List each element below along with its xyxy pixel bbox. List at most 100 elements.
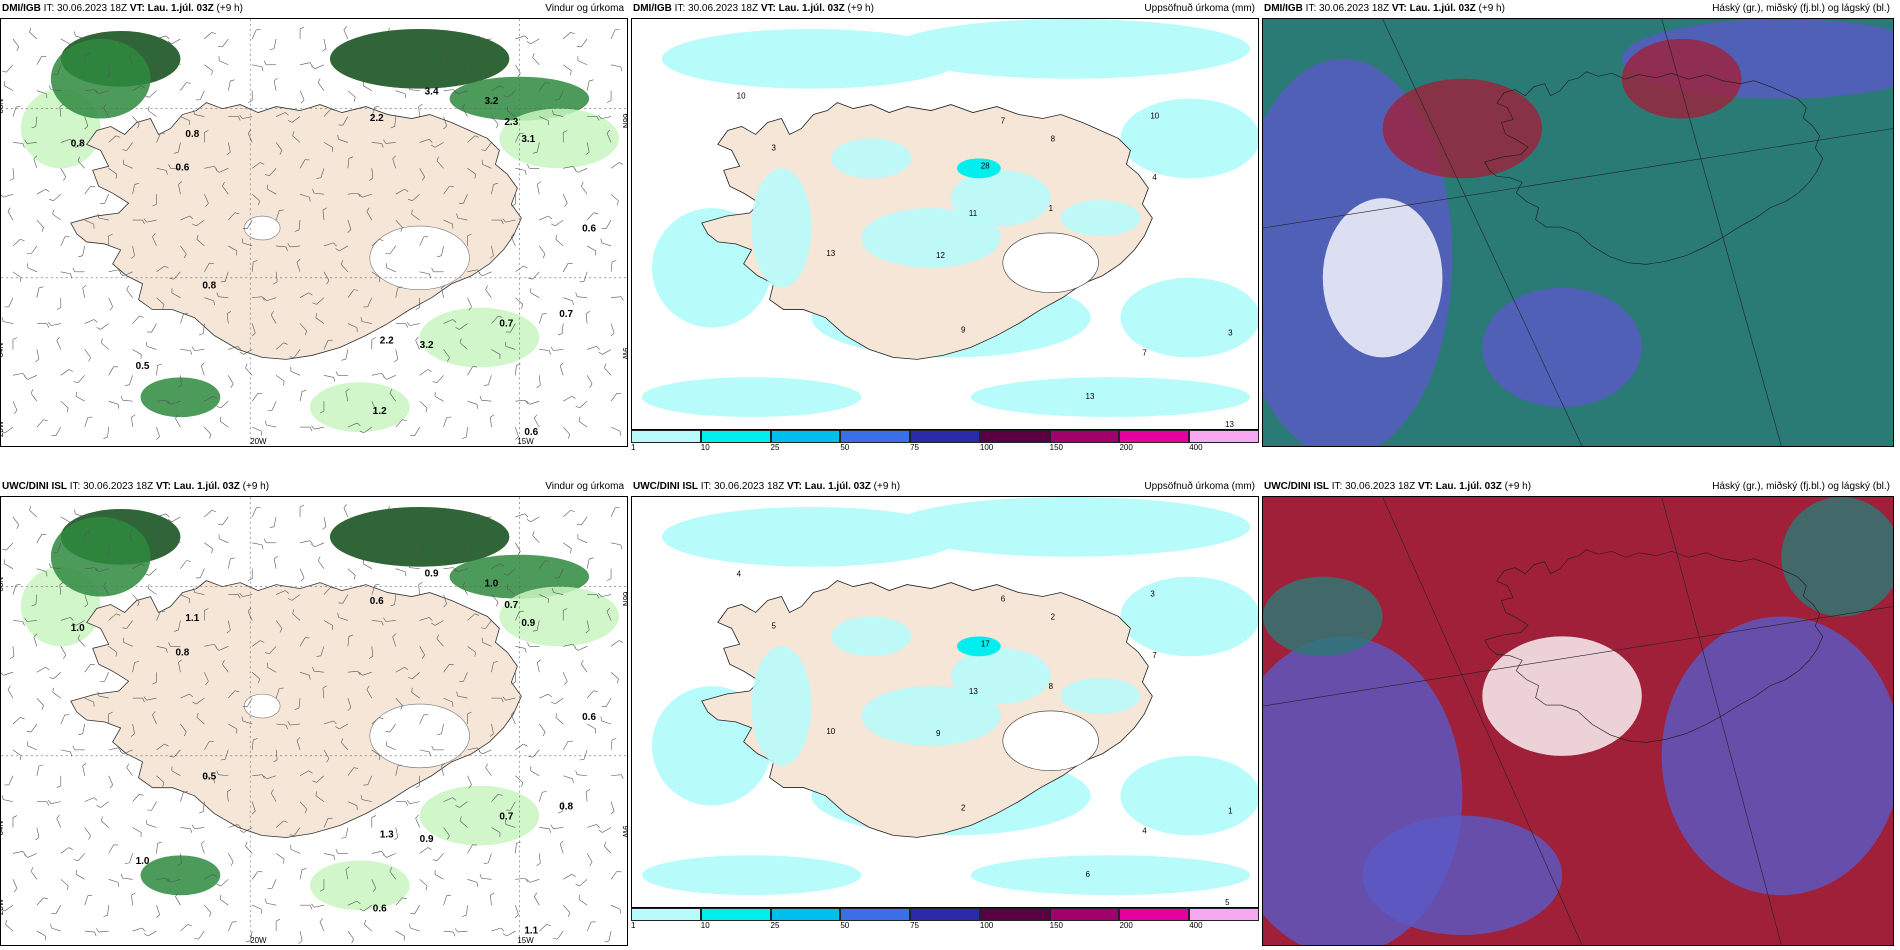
wind-barb: [1, 193, 14, 198]
wind-barb: [587, 346, 600, 350]
wind-barb: [156, 841, 162, 854]
wind-barb: [74, 509, 85, 518]
grid-line: [1661, 497, 1782, 945]
wind-barb: [100, 672, 109, 682]
wind-barb: [12, 717, 25, 725]
wind-barb: [275, 375, 285, 386]
precip-value-label: 0.6: [582, 224, 596, 235]
precip-area: [419, 307, 540, 368]
wind-barb: [467, 844, 477, 854]
wind-barb: [299, 801, 307, 814]
map-area[interactable]: 0.9 1.0 0.6 0.7 0.9 1.0 1.1 0.8 0.6 0.5 0.8 1.0 0.9 1…: [0, 496, 628, 946]
wind-barb: [193, 588, 205, 595]
precip-value-label: 10: [737, 92, 746, 101]
wind-barb: [581, 660, 588, 673]
wind-barb: [72, 745, 85, 751]
wind-barb: [252, 542, 264, 550]
wind-barb: [299, 193, 311, 202]
wind-barb: [218, 534, 229, 544]
grid-line: [1263, 606, 1893, 707]
wind-barb: [382, 853, 396, 858]
wind-barb: [386, 263, 396, 273]
wind-barb: [437, 245, 444, 258]
wind-barb: [31, 594, 38, 607]
wind-barb: [56, 775, 62, 788]
wind-barb: [419, 879, 428, 891]
wind-barb: [26, 723, 38, 733]
wind-barb: [406, 800, 420, 805]
wind-barb: [323, 339, 333, 350]
wind-barb: [180, 924, 193, 932]
wind-barb: [359, 426, 372, 434]
wind-barb: [527, 642, 540, 647]
map-area[interactable]: 10 3 7 8 10 28 11 1 4 13 12 9 7 3 13 13: [631, 18, 1259, 430]
wind-barb: [296, 259, 301, 272]
precip-value-label: 6: [1086, 870, 1091, 879]
axis-label: 25W: [1, 420, 5, 437]
wind-barb: [24, 375, 38, 380]
wind-barb: [562, 194, 568, 207]
wind-barb: [144, 568, 157, 576]
wind-barb: [204, 165, 218, 170]
wind-barb: [217, 516, 229, 526]
wind-barb: [204, 395, 217, 402]
precip-area: [751, 646, 812, 766]
precip-value-label: 1: [1049, 204, 1054, 213]
panel-title: Uppsöfnuð úrkoma (mm): [1144, 481, 1255, 492]
wind-barb: [82, 763, 87, 776]
wind-barb: [418, 103, 423, 117]
wind-barb: [323, 271, 330, 285]
wind-barb: [60, 646, 67, 659]
wind-barb: [610, 162, 624, 169]
wind-barb: [251, 507, 261, 518]
precip-area: [1060, 678, 1141, 714]
map-area[interactable]: 4 5 6 2 3 17 13 8 7 10 9 2 4 1 6 5: [631, 496, 1259, 908]
map-area[interactable]: [1262, 18, 1894, 447]
wind-barb: [526, 878, 540, 883]
wind-barb: [394, 349, 399, 363]
wind-barb: [412, 542, 420, 554]
wind-barb: [35, 349, 40, 363]
colorbar-swatch: [840, 430, 911, 443]
wind-barb: [604, 931, 612, 943]
wind-barb: [129, 529, 133, 543]
wind-barb: [192, 219, 205, 227]
wind-barb: [491, 827, 501, 837]
wind-barb: [27, 741, 38, 751]
colorbar-swatch: [631, 430, 701, 443]
wind-barb: [458, 672, 468, 682]
precip-value-label: 3.1: [521, 134, 535, 145]
wind-barb: [220, 749, 229, 761]
wind-barb: [536, 853, 541, 866]
wind-barb: [173, 620, 181, 632]
wind-barb: [119, 271, 133, 277]
wind-barb: [575, 292, 588, 298]
wind-barb: [443, 219, 454, 229]
panel-header: DMI/IGB IT: 30.06.2023 18Z VT: Lau. 1.jú…: [1262, 0, 1894, 18]
precip-value-label: 3.4: [425, 87, 439, 98]
wind-barb: [49, 193, 62, 202]
wind-barb: [515, 513, 529, 518]
wind-barb: [270, 789, 277, 802]
map-area[interactable]: [1262, 496, 1894, 946]
map-area[interactable]: 3.4 3.2 2.2 2.3 3.1 0.8 0.8 0.6 0.6 0.8 0.7 0.5 3.2 2…: [0, 18, 628, 447]
precip-area: [751, 168, 812, 288]
wind-barb: [611, 296, 624, 301]
precip-area: [1120, 755, 1258, 836]
precip-area: [891, 497, 1251, 557]
wind-barb: [195, 568, 205, 579]
colorbar-tick-label: 10: [700, 443, 710, 452]
wind-barb: [358, 193, 372, 198]
wind-barb: [586, 723, 597, 734]
wind-barb: [12, 238, 25, 247]
forecast-offset: (+9 h): [1504, 481, 1532, 492]
wind-barb: [245, 931, 253, 943]
wind-barb: [419, 847, 432, 854]
precip-value-label: 3: [1150, 590, 1155, 599]
wind-barb: [419, 369, 432, 376]
wind-barb: [73, 853, 85, 862]
wind-barb: [431, 620, 444, 626]
wind-barb: [462, 905, 468, 917]
wind-barb: [132, 349, 142, 359]
colorbar-tick-label: 150: [1049, 443, 1064, 452]
